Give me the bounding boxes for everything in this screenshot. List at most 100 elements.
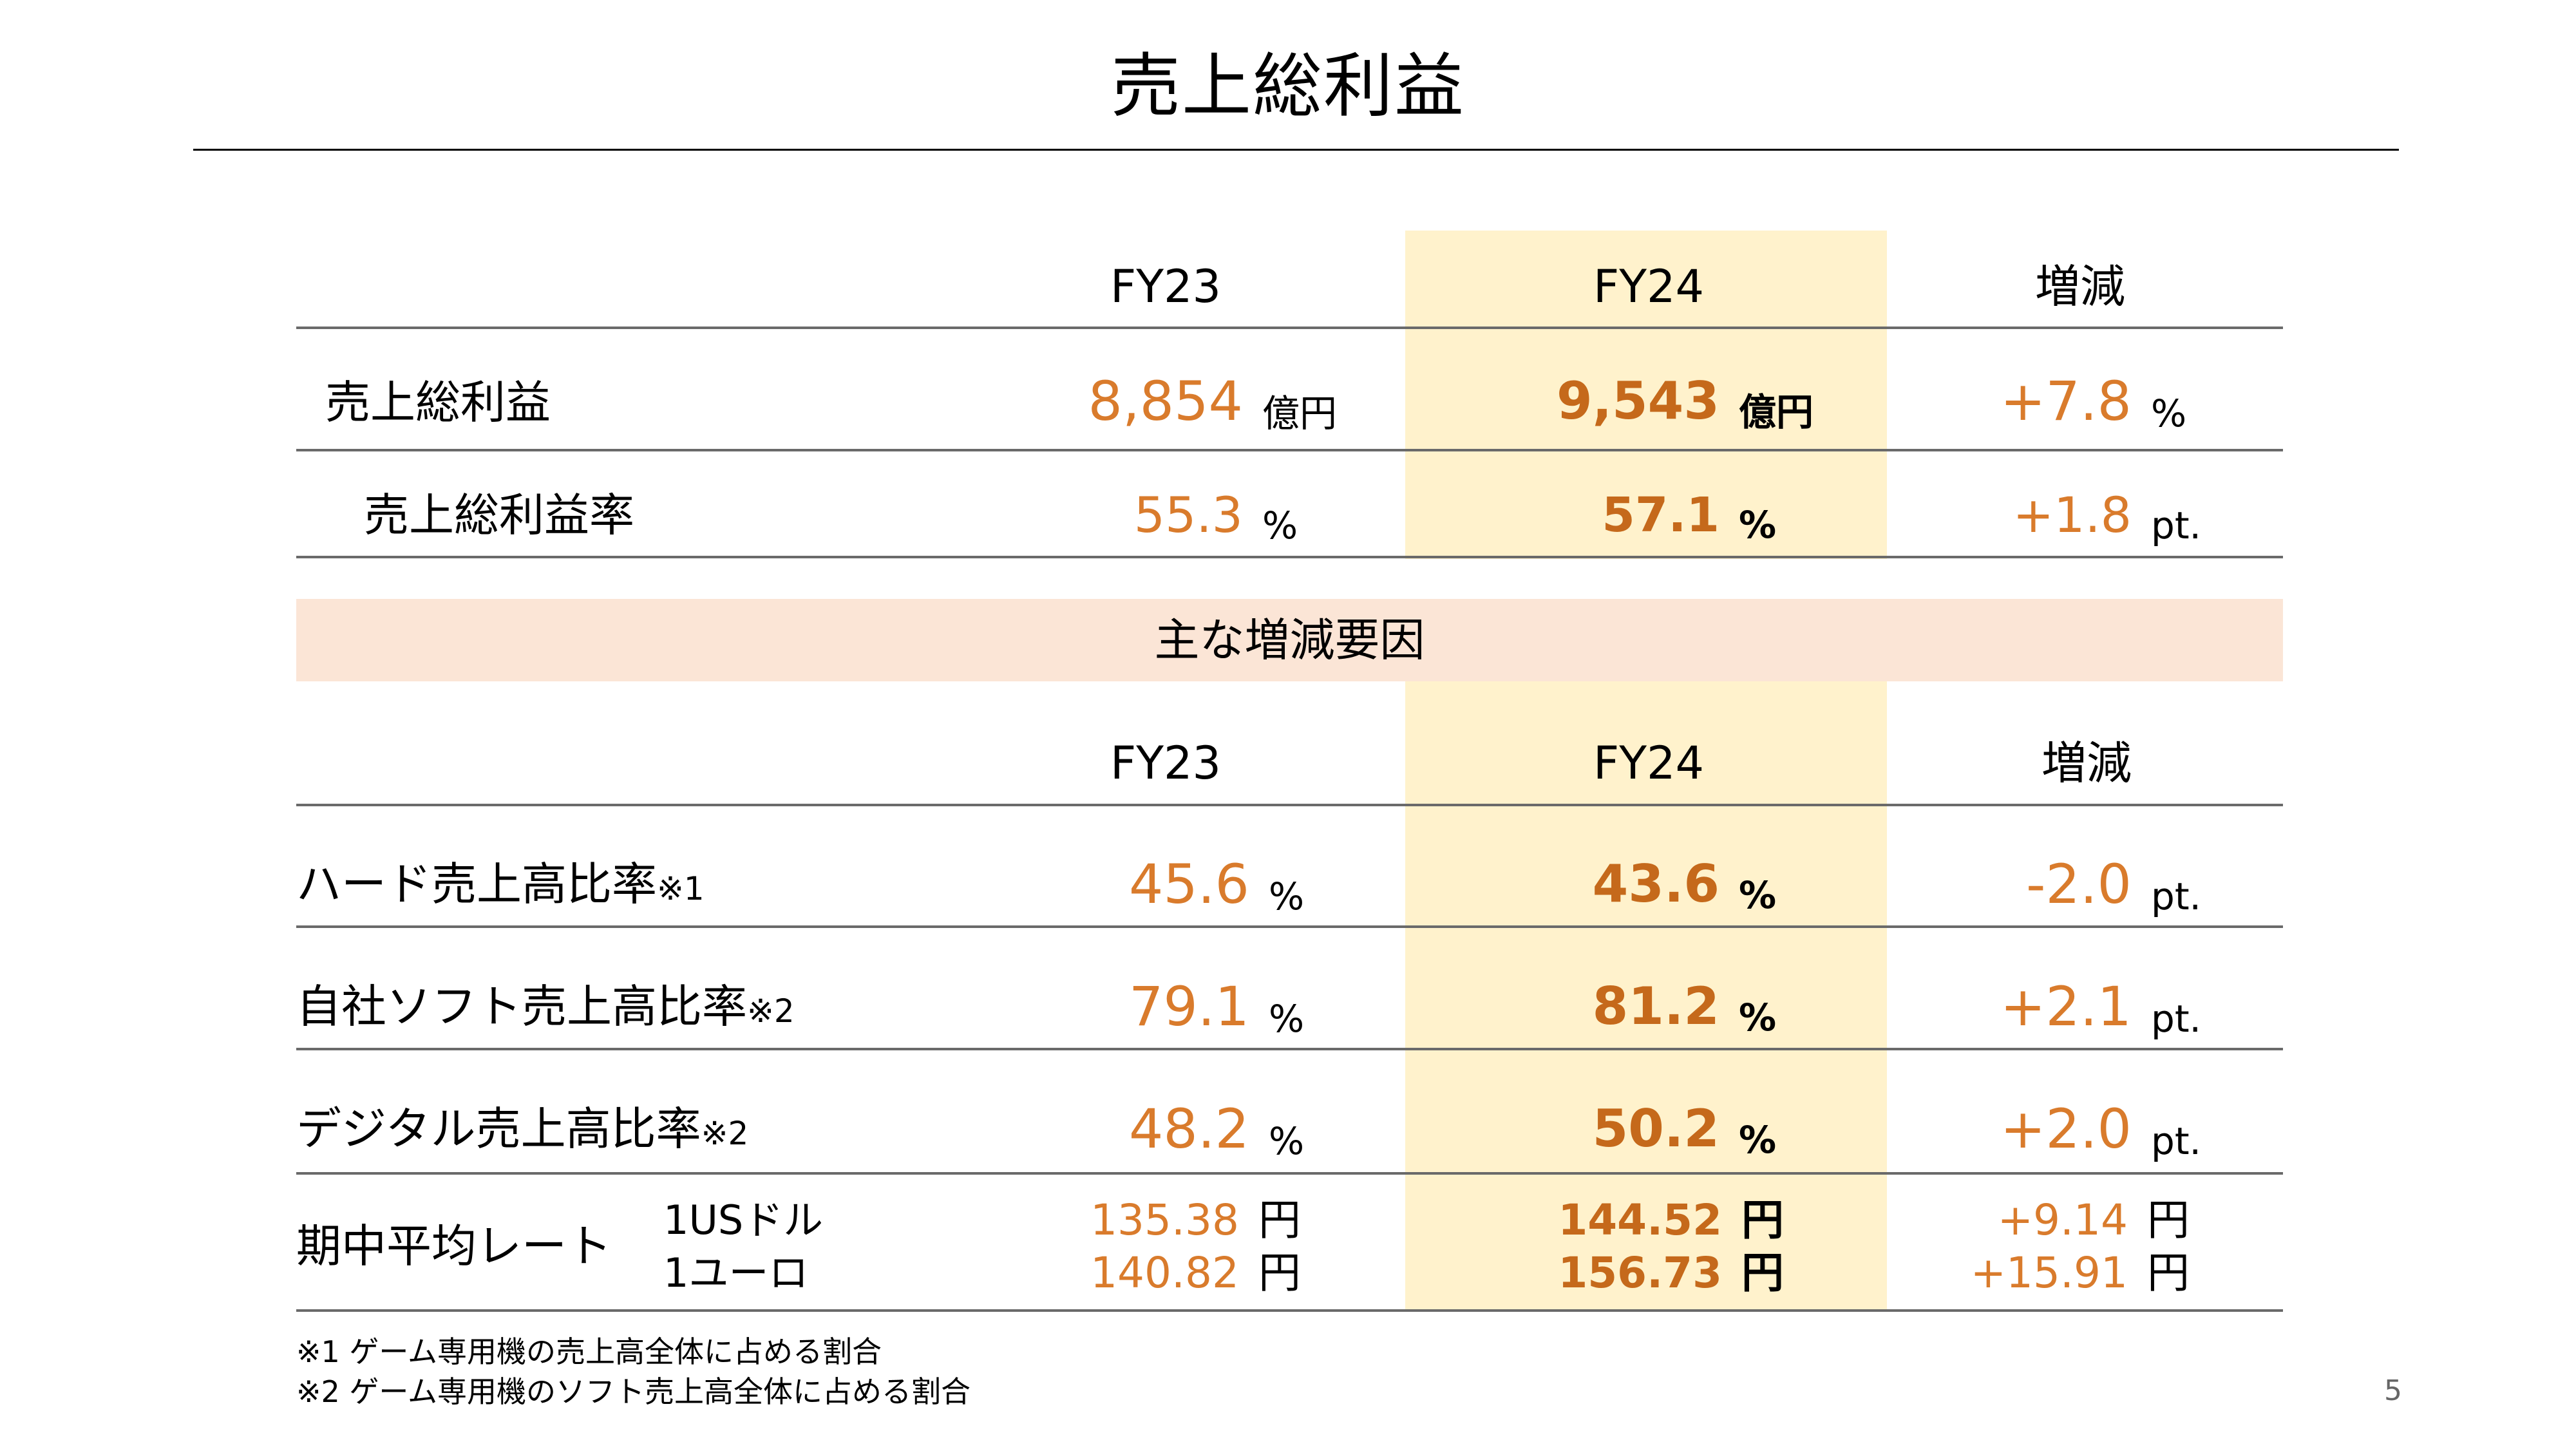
gross-profit-fy23: 8,854 億円 [966, 366, 1352, 437]
unit: 円 [1741, 1195, 1784, 1245]
gross-margin-label: 売上総利益率 [364, 489, 634, 542]
factor-change: -2.0 pt. [1868, 849, 2215, 920]
row-divider [296, 449, 2283, 451]
row-divider [296, 556, 2283, 558]
value: 50.2 [1592, 1099, 1719, 1159]
value: +1.8 [2012, 486, 2132, 544]
factor-fy24: 81.2% [1443, 971, 1829, 1042]
unit: % [1739, 503, 1777, 547]
value: 45.6 [1128, 853, 1249, 916]
usd-fy24: 144.52 円 [1385, 1195, 1784, 1246]
value: 140.82 [1090, 1248, 1239, 1298]
row-divider [296, 925, 2283, 928]
gross-margin-fy24: 57.1% [1443, 480, 1829, 551]
row-divider [296, 1309, 2283, 1312]
factor-note: ※2 [701, 1115, 749, 1152]
page-title: 売上総利益 [1110, 46, 1465, 127]
factors-band-title: 主な増減要因 [1154, 614, 1425, 667]
header-fy23: FY23 [1110, 737, 1222, 790]
value: 9,543 [1556, 371, 1719, 431]
value: 135.38 [1090, 1195, 1239, 1245]
row-divider [296, 1172, 2283, 1175]
gross-profit-fy24: 9,543 億円 [1443, 366, 1829, 437]
unit: pt. [2151, 997, 2201, 1041]
rates-label: 期中平均レート [296, 1220, 612, 1273]
value: 48.2 [1128, 1097, 1249, 1160]
header-fy24: FY24 [1593, 737, 1705, 790]
unit: pt. [2151, 875, 2201, 918]
value: 55.3 [1133, 486, 1243, 544]
header-fy24: FY24 [1593, 260, 1705, 313]
factor-label: ハード売上高比率※1 [296, 849, 705, 920]
fy24-column-top-bg [1405, 231, 1887, 559]
footnote: ※2 ゲーム専用機のソフト売上高全体に占める割合 [296, 1374, 971, 1409]
usd-label: 1USドル [663, 1197, 824, 1244]
usd-fy23: 135.38 円 [902, 1195, 1301, 1246]
unit: % [1262, 504, 1298, 547]
factor-label-text: ハード売上高比率 [296, 858, 657, 911]
unit: % [1739, 1118, 1777, 1162]
factor-fy24: 50.2% [1443, 1094, 1829, 1164]
factor-label-text: 自社ソフト売上高比率 [296, 980, 747, 1033]
footnote: ※1 ゲーム専用機の売上高全体に占める割合 [296, 1334, 882, 1369]
unit: % [1739, 873, 1777, 917]
value: 144.52 [1558, 1195, 1722, 1245]
value: 8,854 [1088, 370, 1243, 433]
gross-profit-label: 売上総利益 [325, 376, 551, 429]
factor-label: 自社ソフト売上高比率※2 [296, 971, 795, 1042]
factor-fy23: 79.1% [966, 971, 1359, 1042]
header-change: 増減 [2035, 260, 2125, 313]
eur-label: 1ユーロ [663, 1249, 809, 1296]
factor-change: +2.0 pt. [1868, 1094, 2215, 1164]
factor-fy23: 45.6% [966, 849, 1359, 920]
value: +7.8 [2000, 370, 2132, 433]
unit: 円 [1258, 1248, 1301, 1298]
unit: 億円 [1739, 390, 1814, 434]
factor-note: ※2 [747, 992, 795, 1030]
factor-label-text: デジタル売上高比率 [296, 1103, 701, 1155]
unit: 円 [1741, 1248, 1784, 1298]
row-divider [296, 1048, 2283, 1050]
value: 156.73 [1558, 1248, 1722, 1298]
value: +9.14 [1997, 1195, 2128, 1245]
row-divider [296, 804, 2283, 806]
unit: % [2151, 392, 2187, 435]
value: -2.0 [2026, 853, 2132, 916]
header-fy23: FY23 [1110, 260, 1222, 313]
title-divider [193, 149, 2399, 151]
gross-profit-change: +7.8% [1868, 366, 2215, 437]
value: 81.2 [1592, 976, 1719, 1036]
fy24-column-bottom-bg [1405, 681, 1887, 1309]
factor-fy24: 43.6% [1443, 849, 1829, 920]
usd-change: +9.14 円 [1803, 1195, 2190, 1246]
eur-change: +15.91 円 [1803, 1247, 2190, 1299]
unit: % [1269, 1119, 1305, 1163]
value: 43.6 [1592, 854, 1719, 914]
factor-note: ※1 [657, 870, 705, 907]
gross-margin-change: +1.8 pt. [1868, 480, 2215, 551]
unit: % [1739, 996, 1777, 1039]
factor-change: +2.1 pt. [1868, 971, 2215, 1042]
header-change: 増減 [2041, 737, 2132, 790]
unit: 億円 [1262, 392, 1338, 435]
gross-margin-fy23: 55.3% [966, 480, 1352, 551]
unit: 円 [2147, 1195, 2190, 1245]
unit: 円 [1258, 1195, 1301, 1245]
value: +15.91 [1970, 1248, 2128, 1298]
value: 57.1 [1602, 488, 1719, 543]
factor-fy23: 48.2% [966, 1094, 1359, 1164]
unit: pt. [2151, 504, 2201, 547]
eur-fy23: 140.82 円 [902, 1247, 1301, 1299]
value: +2.1 [2000, 975, 2132, 1038]
factors-band [296, 599, 2283, 681]
unit: % [1269, 997, 1305, 1041]
factor-label: デジタル売上高比率※2 [296, 1094, 748, 1164]
eur-fy24: 156.73 円 [1385, 1247, 1784, 1299]
value: 79.1 [1128, 975, 1249, 1038]
unit: pt. [2151, 1119, 2201, 1163]
unit: % [1269, 875, 1305, 918]
value: +2.0 [2000, 1097, 2132, 1160]
unit: 円 [2147, 1248, 2190, 1298]
row-divider [296, 327, 2283, 329]
page-number: 5 [2384, 1374, 2402, 1407]
